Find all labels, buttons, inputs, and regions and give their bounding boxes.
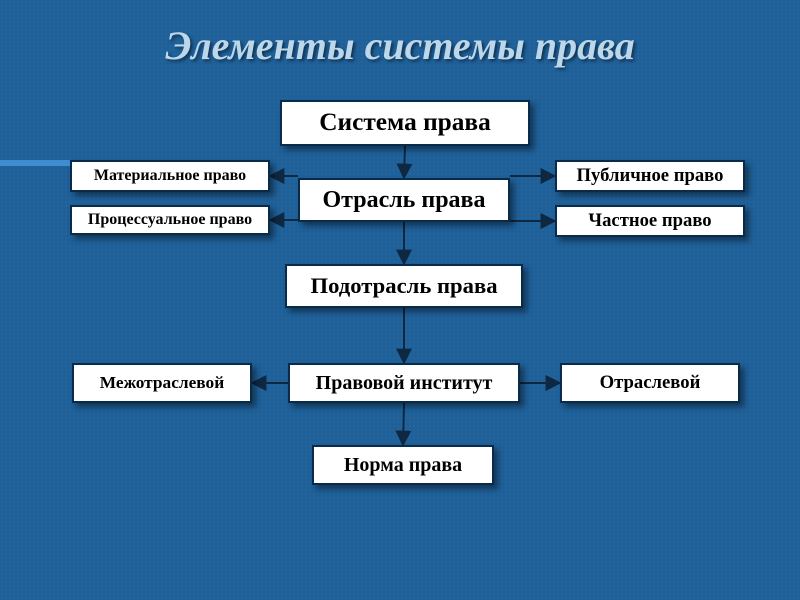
diagram-node-label: Норма права — [344, 454, 462, 476]
diagram-node-label: Подотрасль права — [310, 274, 497, 299]
slide-stage: Элементы системы права Система права Отра… — [0, 0, 800, 600]
diagram-node-branch: Отрасль права — [298, 178, 510, 222]
diagram-node-label: Отрасль права — [322, 187, 485, 213]
diagram-node-system: Система права — [280, 100, 530, 146]
diagram-edge — [404, 146, 405, 178]
diagram-node-material: Материальное право — [70, 160, 270, 192]
slide-title: Элементы системы права — [0, 22, 800, 69]
diagram-edge — [403, 403, 404, 445]
diagram-node-label: Частное право — [588, 211, 711, 232]
diagram-node-label: Материальное право — [94, 167, 246, 185]
diagram-node-private: Частное право — [555, 205, 745, 237]
diagram-node-public: Публичное право — [555, 160, 745, 192]
diagram-node-procedural: Процессуальное право — [70, 205, 270, 235]
diagram-node-interbranch: Межотраслевой — [72, 363, 252, 403]
diagram-node-label: Межотраслевой — [100, 373, 224, 392]
diagram-node-label: Процессуальное право — [88, 211, 252, 229]
diagram-node-label: Публичное право — [577, 166, 724, 187]
diagram-node-subbranch: Подотрасль права — [285, 264, 523, 308]
diagram-node-label: Система права — [319, 109, 491, 137]
diagram-node-sectoral: Отраслевой — [560, 363, 740, 403]
diagram-node-label: Отраслевой — [600, 373, 701, 394]
diagram-node-norm: Норма права — [312, 445, 494, 485]
diagram-node-label: Правовой институт — [316, 372, 493, 394]
diagram-node-institute: Правовой институт — [288, 363, 520, 403]
